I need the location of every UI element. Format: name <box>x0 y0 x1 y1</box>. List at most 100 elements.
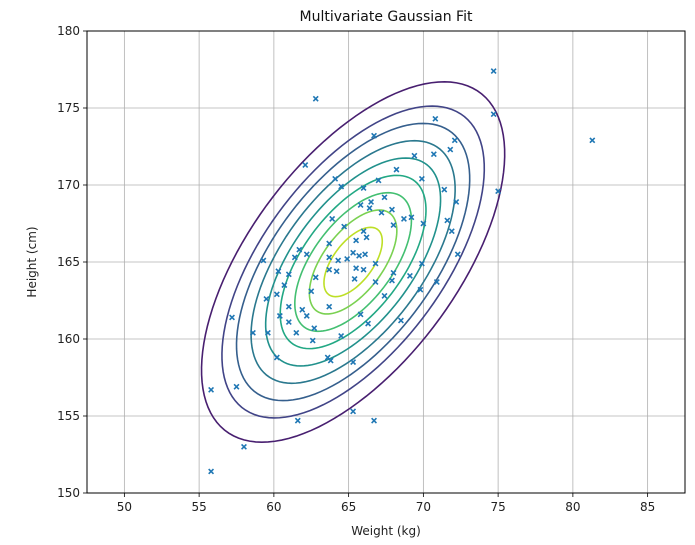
data-point <box>326 266 333 273</box>
y-tick-label: 170 <box>57 178 80 192</box>
data-point <box>411 152 418 159</box>
y-axis: 150 155 160 165 170 175 180 <box>57 24 87 500</box>
data-point <box>241 443 247 450</box>
data-point <box>326 240 333 247</box>
contour-line <box>323 226 384 298</box>
data-point <box>285 319 292 326</box>
data-point <box>372 279 379 285</box>
data-point <box>335 257 342 264</box>
data-point <box>381 292 388 299</box>
data-point <box>353 265 360 272</box>
data-point <box>294 417 301 424</box>
y-tick-label: 150 <box>57 486 80 500</box>
data-point <box>360 266 367 273</box>
data-point <box>433 279 440 285</box>
y-tick-label: 180 <box>57 24 80 38</box>
data-point <box>441 186 448 193</box>
data-point <box>233 383 240 390</box>
data-point <box>360 185 367 192</box>
data-point <box>356 252 363 259</box>
data-point <box>302 162 309 168</box>
x-tick-label: 60 <box>266 500 281 514</box>
data-point <box>393 166 400 173</box>
data-point <box>363 234 370 241</box>
contour-line <box>294 191 413 333</box>
data-point <box>390 222 397 229</box>
data-point <box>397 317 404 324</box>
data-point <box>299 306 306 313</box>
contour-line <box>279 174 427 350</box>
data-point <box>208 386 215 393</box>
contour-lines <box>200 81 506 443</box>
data-point <box>451 137 458 144</box>
data-point <box>329 215 336 222</box>
data-point <box>350 249 357 256</box>
data-point <box>430 151 437 158</box>
data-point <box>312 274 319 281</box>
data-point <box>375 177 382 184</box>
data-point <box>260 257 267 264</box>
contour-line <box>308 209 398 315</box>
x-axis: 50 55 60 65 70 75 80 85 <box>117 493 655 514</box>
data-point <box>273 354 280 361</box>
contour-line <box>250 139 456 385</box>
data-point <box>296 246 303 253</box>
data-point <box>360 228 367 235</box>
grid <box>87 30 685 494</box>
data-point <box>309 337 316 344</box>
data-point <box>448 228 455 235</box>
data-point <box>371 417 378 424</box>
data-point <box>285 271 292 278</box>
x-tick-label: 50 <box>117 500 132 514</box>
data-point <box>273 291 280 298</box>
data-point <box>400 215 407 222</box>
y-tick-label: 175 <box>57 101 80 115</box>
data-point <box>353 237 360 244</box>
data-point <box>324 354 331 361</box>
contour-line <box>235 122 471 402</box>
data-point <box>389 206 395 213</box>
x-tick-label: 65 <box>341 500 356 514</box>
data-point <box>378 209 385 216</box>
scatter-points <box>208 68 596 475</box>
x-tick-label: 75 <box>490 500 505 514</box>
data-point <box>311 325 318 332</box>
data-point <box>408 214 415 221</box>
data-point <box>229 314 235 321</box>
data-point <box>389 277 395 284</box>
x-axis-label: Weight (kg) <box>351 524 421 538</box>
data-point <box>326 303 333 310</box>
data-point <box>418 175 425 182</box>
data-point <box>350 359 357 366</box>
data-point <box>420 220 427 227</box>
data-point <box>357 311 364 318</box>
data-point <box>276 312 283 319</box>
data-point <box>406 272 413 279</box>
data-point <box>351 275 358 282</box>
data-point <box>350 408 357 415</box>
data-point <box>495 188 502 195</box>
data-point <box>453 198 460 205</box>
data-point <box>303 251 310 258</box>
data-point <box>303 312 310 319</box>
data-point <box>332 175 339 182</box>
data-point <box>249 329 256 336</box>
x-tick-label: 70 <box>416 500 431 514</box>
data-point <box>312 95 319 102</box>
data-point <box>338 332 345 339</box>
data-point <box>333 268 340 275</box>
data-point <box>447 146 454 153</box>
data-point <box>371 132 378 139</box>
x-tick-label: 55 <box>191 500 206 514</box>
data-point <box>357 202 364 208</box>
y-axis-label: Height (cm) <box>25 226 39 297</box>
data-point <box>341 223 348 230</box>
data-point <box>418 260 425 267</box>
data-point <box>362 251 369 258</box>
data-point <box>417 286 424 293</box>
data-point <box>454 251 461 258</box>
data-point <box>490 68 497 75</box>
data-point <box>432 115 439 122</box>
data-point <box>275 268 282 275</box>
contour-line <box>200 81 506 443</box>
